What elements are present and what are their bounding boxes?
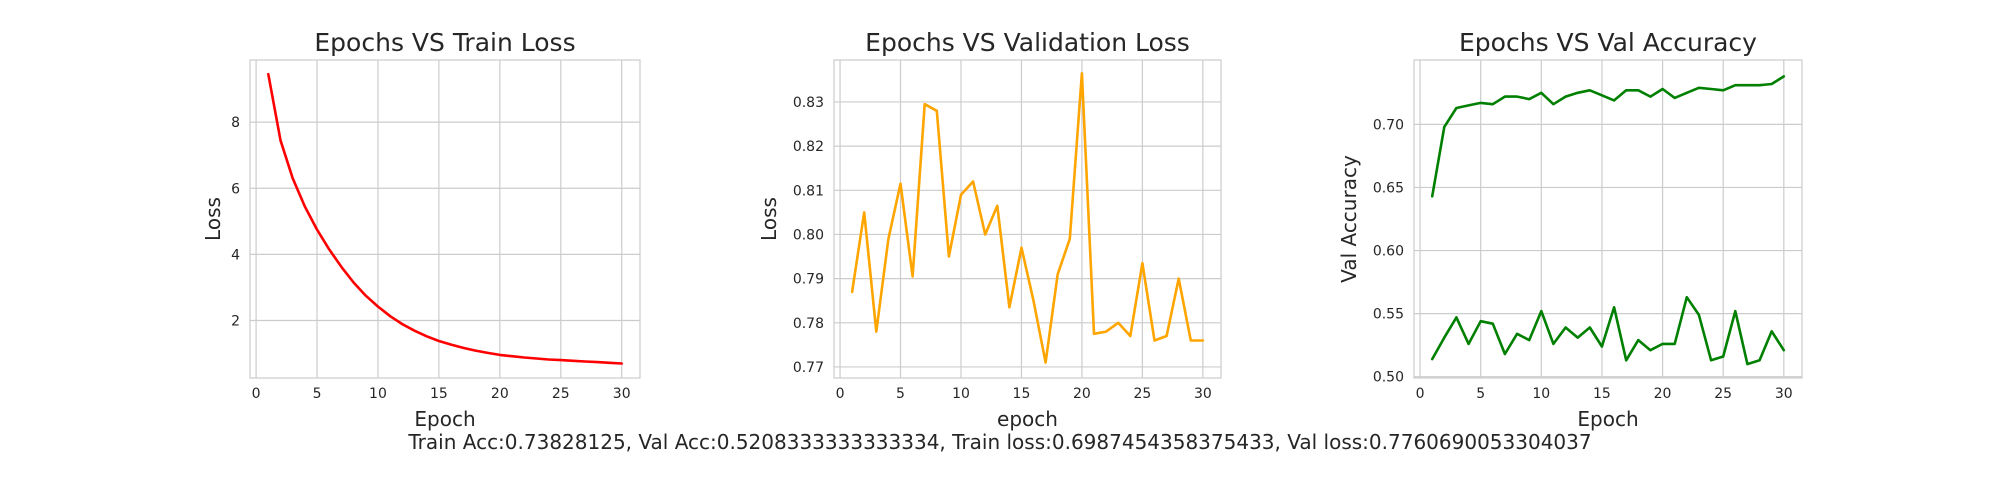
chart-title: Epochs VS Val Accuracy bbox=[1459, 28, 1757, 57]
x-tick-label: 25 bbox=[552, 386, 570, 402]
y-tick-label: 4 bbox=[231, 247, 240, 263]
y-tick-label: 0.60 bbox=[1373, 244, 1404, 260]
y-tick-label: 0.55 bbox=[1373, 307, 1404, 323]
y-tick-label: 6 bbox=[231, 181, 240, 197]
x-tick-label: 5 bbox=[313, 386, 322, 402]
x-tick-label: 25 bbox=[1714, 386, 1732, 402]
y-axis-label: Val Accuracy bbox=[1337, 155, 1361, 283]
y-tick-label: 2 bbox=[231, 313, 240, 329]
series-line-2 bbox=[1430, 295, 1786, 366]
y-tick-label: 0.81 bbox=[793, 183, 824, 199]
x-tick-label: 10 bbox=[1532, 386, 1550, 402]
x-tick-label: 0 bbox=[252, 386, 261, 402]
x-tick-label: 20 bbox=[1654, 386, 1672, 402]
plot-area bbox=[249, 59, 641, 379]
y-tick-label: 8 bbox=[231, 115, 240, 131]
x-tick-label: 20 bbox=[1073, 386, 1091, 402]
series-line-1 bbox=[1430, 75, 1786, 198]
y-tick-label: 0.79 bbox=[793, 272, 824, 288]
y-tick-label: 0.65 bbox=[1373, 180, 1404, 196]
y-tick-label: 0.82 bbox=[793, 139, 824, 155]
y-tick-label: 0.83 bbox=[793, 95, 824, 111]
x-tick-label: 15 bbox=[1013, 386, 1031, 402]
x-tick-label: 20 bbox=[491, 386, 509, 402]
y-tick-label: 0.50 bbox=[1373, 370, 1404, 386]
y-tick-label: 0.80 bbox=[793, 227, 824, 243]
x-tick-label: 30 bbox=[1775, 386, 1793, 402]
x-tick-label: 0 bbox=[836, 386, 845, 402]
y-axis-label: Loss bbox=[201, 197, 225, 241]
x-axis-label: Epoch bbox=[414, 407, 475, 431]
chart-title: Epochs VS Train Loss bbox=[314, 28, 575, 57]
metrics-summary: Train Acc:0.73828125, Val Acc:0.52083333… bbox=[408, 430, 1592, 454]
x-tick-label: 0 bbox=[1416, 386, 1425, 402]
x-tick-label: 10 bbox=[369, 386, 387, 402]
train-loss-chart: 0 5 10 15 20 25 30 2 4 6 8 Epochs VS Train Loss Epoc… bbox=[201, 28, 641, 431]
y-axis-label: Loss bbox=[757, 197, 781, 241]
series-line-1 bbox=[267, 72, 623, 365]
y-tick-label: 0.77 bbox=[793, 360, 824, 376]
x-tick-label: 5 bbox=[1476, 386, 1485, 402]
series-line-1 bbox=[850, 72, 1205, 364]
x-tick-label: 10 bbox=[952, 386, 970, 402]
x-tick-label: 15 bbox=[430, 386, 448, 402]
x-tick-label: 30 bbox=[613, 386, 631, 402]
y-tick-label: 0.70 bbox=[1373, 117, 1404, 133]
validation-loss-chart: 0 5 10 15 20 25 30 0.77 0.78 0.79 0.80 0.81 0.82 0.83… bbox=[757, 28, 1222, 431]
x-tick-label: 25 bbox=[1133, 386, 1151, 402]
x-axis-label: Epoch bbox=[1577, 407, 1638, 431]
x-tick-label: 30 bbox=[1194, 386, 1212, 402]
val-accuracy-chart: 0 5 10 15 20 25 30 0.50 0.55 0.60 0.65 0.70 Epochs V… bbox=[1337, 28, 1803, 431]
x-axis-label: epoch bbox=[997, 407, 1058, 431]
chart-title: Epochs VS Validation Loss bbox=[865, 28, 1190, 57]
y-tick-label: 0.78 bbox=[793, 316, 824, 332]
x-tick-label: 15 bbox=[1593, 386, 1611, 402]
x-tick-label: 5 bbox=[896, 386, 905, 402]
plot-area bbox=[833, 59, 1222, 379]
